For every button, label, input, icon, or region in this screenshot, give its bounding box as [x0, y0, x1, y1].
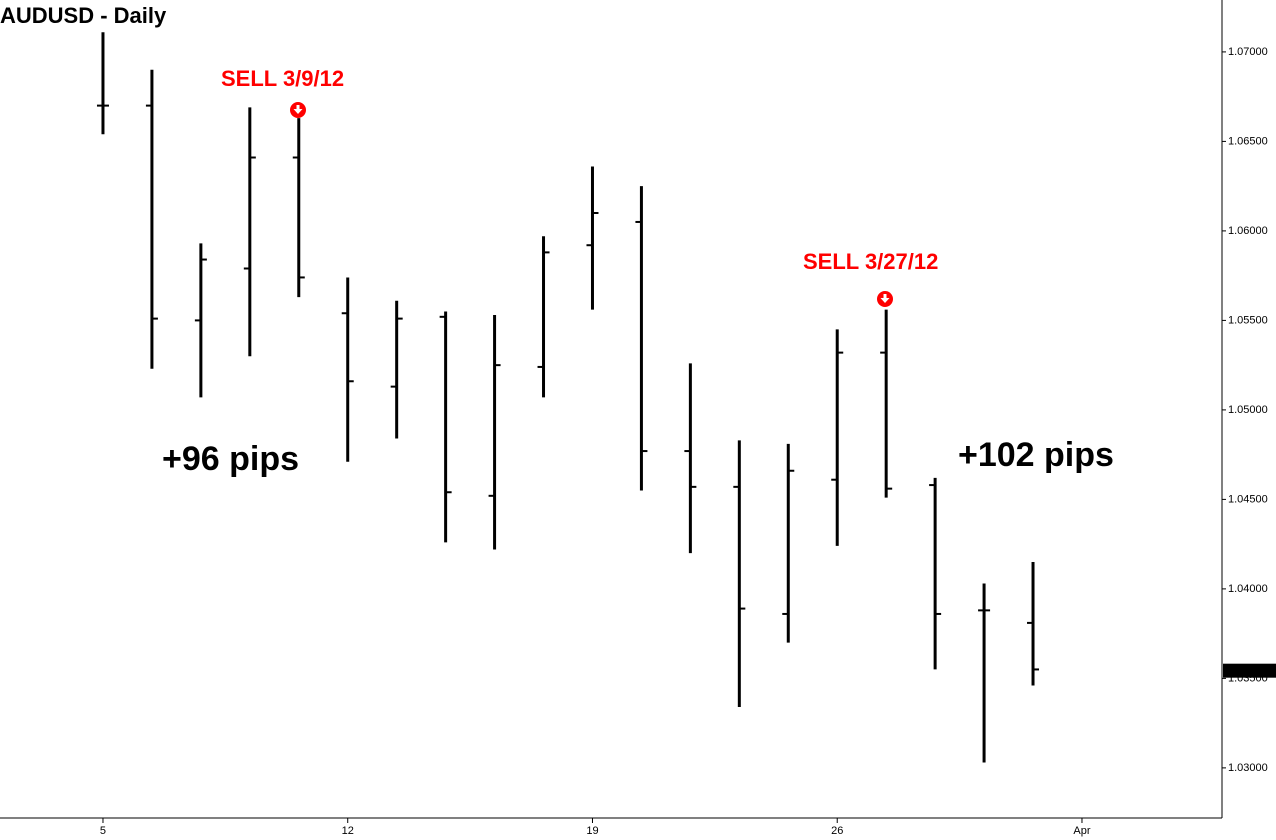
y-tick-label: 1.04500 — [1228, 493, 1268, 505]
y-tick-label: 1.05500 — [1228, 314, 1268, 326]
sell-arrow — [880, 294, 890, 303]
last-price-label: 1.03543 — [1226, 665, 1266, 677]
sell-arrow — [293, 105, 303, 114]
x-tick-label: 19 — [586, 825, 598, 837]
chart-title: AUDUSD - Daily — [0, 3, 167, 28]
y-tick-label: 1.04000 — [1228, 583, 1268, 595]
x-tick-label: Apr — [1073, 825, 1090, 837]
annotation: +102 pips — [958, 436, 1114, 474]
x-tick-label: 12 — [342, 825, 354, 837]
annotation: SELL 3/27/12 — [803, 249, 938, 274]
x-tick-label: 26 — [831, 825, 843, 837]
last-price-box — [1223, 663, 1276, 678]
annotation: SELL 3/9/12 — [221, 66, 344, 91]
annotation: +96 pips — [162, 440, 299, 478]
y-tick-label: 1.03000 — [1228, 762, 1268, 774]
x-tick-label: 5 — [100, 825, 106, 837]
y-tick-label: 1.05000 — [1228, 404, 1268, 416]
y-tick-label: 1.06500 — [1228, 135, 1268, 147]
y-tick-label: 1.06000 — [1228, 225, 1268, 237]
y-tick-label: 1.07000 — [1228, 46, 1268, 58]
